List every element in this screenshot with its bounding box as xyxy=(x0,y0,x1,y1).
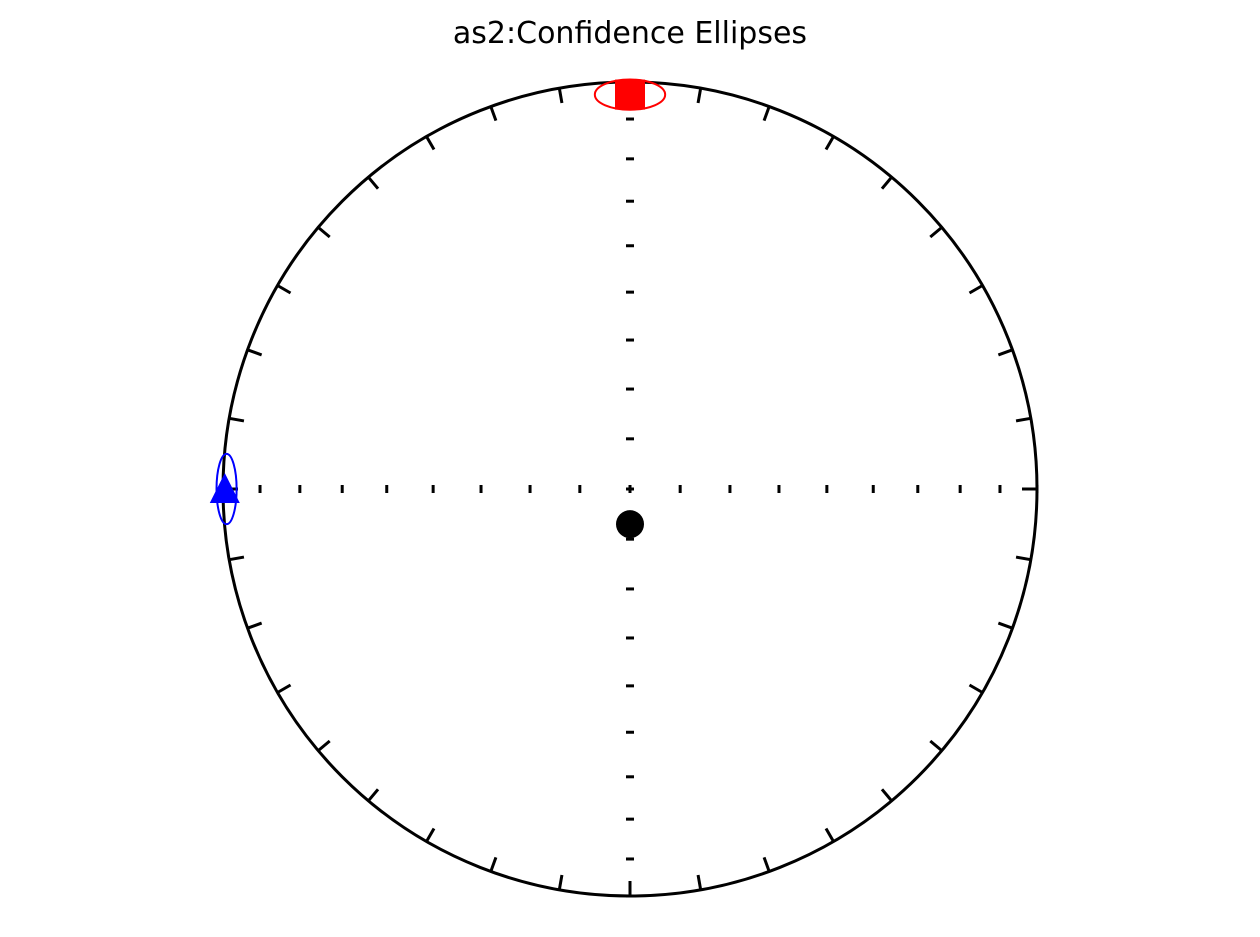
tick-mark xyxy=(968,284,984,295)
chart-title: as2:Confidence Ellipses xyxy=(452,16,808,51)
tick-mark xyxy=(557,87,564,104)
tick-mark xyxy=(1015,416,1032,423)
data-point-triangle xyxy=(209,473,240,503)
tick-mark xyxy=(425,827,436,843)
tick-mark xyxy=(997,348,1013,357)
tick-mark xyxy=(696,874,703,891)
tick-mark xyxy=(1015,555,1032,562)
tick-mark xyxy=(489,856,498,872)
tick-mark xyxy=(228,416,245,423)
confidence-ellipses xyxy=(215,78,667,536)
tick-mark xyxy=(367,788,380,802)
center-crosshair xyxy=(221,80,1039,898)
tick-mark xyxy=(929,739,943,752)
tick-mark xyxy=(247,621,263,630)
tick-mark xyxy=(317,226,331,239)
confidence-ellipse xyxy=(215,452,238,526)
confidence-ellipse xyxy=(593,78,667,111)
tick-mark xyxy=(247,348,263,357)
tick-mark xyxy=(880,176,893,190)
tick-mark xyxy=(317,739,331,752)
tick-mark xyxy=(276,284,292,295)
tick-mark xyxy=(762,106,771,122)
tick-mark xyxy=(880,788,893,802)
tick-mark xyxy=(367,176,380,190)
tick-mark xyxy=(276,683,292,694)
tick-mark xyxy=(489,106,498,122)
tick-mark xyxy=(228,555,245,562)
tick-mark xyxy=(929,226,943,239)
tick-mark xyxy=(557,874,564,891)
tick-mark xyxy=(997,621,1013,630)
tick-mark xyxy=(425,135,436,151)
tick-mark xyxy=(824,827,835,843)
data-points xyxy=(209,79,645,539)
tick-mark xyxy=(824,135,835,151)
data-point-square xyxy=(615,79,645,110)
tick-mark xyxy=(696,87,703,104)
tick-mark xyxy=(968,683,984,694)
data-point-circle xyxy=(616,510,644,539)
tick-mark xyxy=(762,856,771,872)
